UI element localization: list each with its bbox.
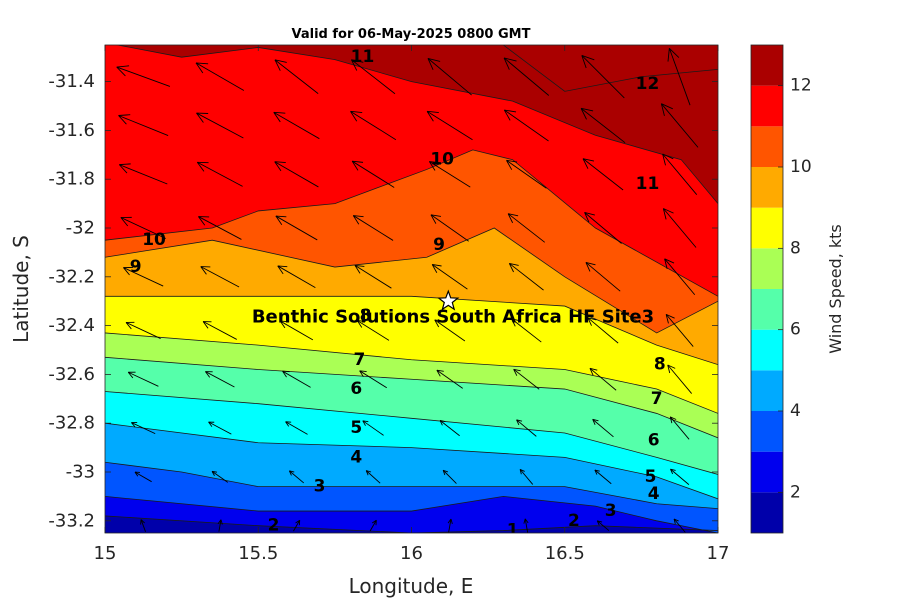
x-tick-label: 15.5 [238, 543, 278, 564]
colorbar-tick-label: 2 [790, 482, 801, 502]
colorbar-segment [751, 289, 783, 330]
contour-label: 8 [654, 355, 666, 375]
colorbar-tick-label: 4 [790, 401, 801, 421]
colorbar-segment [751, 248, 783, 289]
colorbar-segment [751, 208, 783, 249]
contour-label: 11 [351, 47, 375, 67]
contour-label: 7 [353, 350, 365, 370]
chart-title: Valid for 06-May-2025 0800 GMT [292, 27, 531, 42]
y-tick-label: -33 [66, 462, 95, 483]
y-tick-label: -32.4 [48, 315, 95, 336]
contour-label: 5 [645, 467, 657, 487]
x-axis-label: Longitude, E [349, 574, 474, 598]
contour-label: 12 [636, 74, 660, 94]
contour-label: 6 [350, 379, 362, 399]
colorbar-segment [751, 411, 783, 452]
contour-label: 10 [430, 150, 454, 170]
contour-label: 7 [651, 389, 663, 409]
y-tick-label: -32.8 [48, 413, 95, 434]
contour-label: 11 [636, 174, 660, 194]
contour-label: 10 [142, 230, 166, 250]
contour-label: 9 [130, 257, 142, 277]
colorbar-segment [751, 45, 783, 86]
y-tick-label: -32.2 [48, 266, 95, 287]
contour-label: 4 [648, 484, 660, 504]
y-tick-label: -32.6 [48, 364, 95, 385]
colorbar-tick-label: 10 [790, 157, 812, 177]
contour-label: 6 [648, 430, 660, 450]
x-tick-label: 17 [707, 543, 730, 564]
contour-label: 4 [350, 447, 362, 467]
contour-label: 9 [433, 235, 445, 255]
y-tick-label: -33.2 [48, 510, 95, 531]
filled-contour-bands [105, 43, 718, 533]
contour-label: 1 [507, 521, 519, 541]
y-tick-label: -32 [66, 218, 95, 239]
y-tick-label: -31.6 [48, 120, 95, 141]
colorbar-label: Wind Speed, kts [826, 224, 845, 354]
colorbar-segment [751, 330, 783, 371]
colorbar-tick-label: 12 [790, 76, 812, 96]
y-axis-label: Latitude, S [9, 235, 33, 343]
colorbar-segment [751, 452, 783, 493]
colorbar: 2 4 6 8 10 12 [751, 45, 812, 533]
x-tick-label: 15 [94, 543, 117, 564]
colorbar-segment [751, 167, 783, 208]
contour-label: 3 [314, 477, 326, 497]
colorbar-segment [751, 492, 783, 533]
y-tick-label: -31.4 [48, 71, 95, 92]
site-label: Benthic Solutions South Africa HF Site3 [252, 307, 654, 328]
colorbar-tick-label: 8 [790, 238, 801, 258]
x-tick-label: 16.5 [545, 543, 585, 564]
colorbar-segment [751, 86, 783, 127]
contour-label: 5 [350, 418, 362, 438]
y-tick-label: -31.8 [48, 169, 95, 190]
contour-label: 2 [568, 511, 580, 531]
contour-label: 3 [605, 501, 617, 521]
colorbar-segment [751, 370, 783, 411]
colorbar-segment [751, 126, 783, 167]
colorbar-tick-label: 6 [790, 320, 801, 340]
x-tick-label: 16 [400, 543, 423, 564]
